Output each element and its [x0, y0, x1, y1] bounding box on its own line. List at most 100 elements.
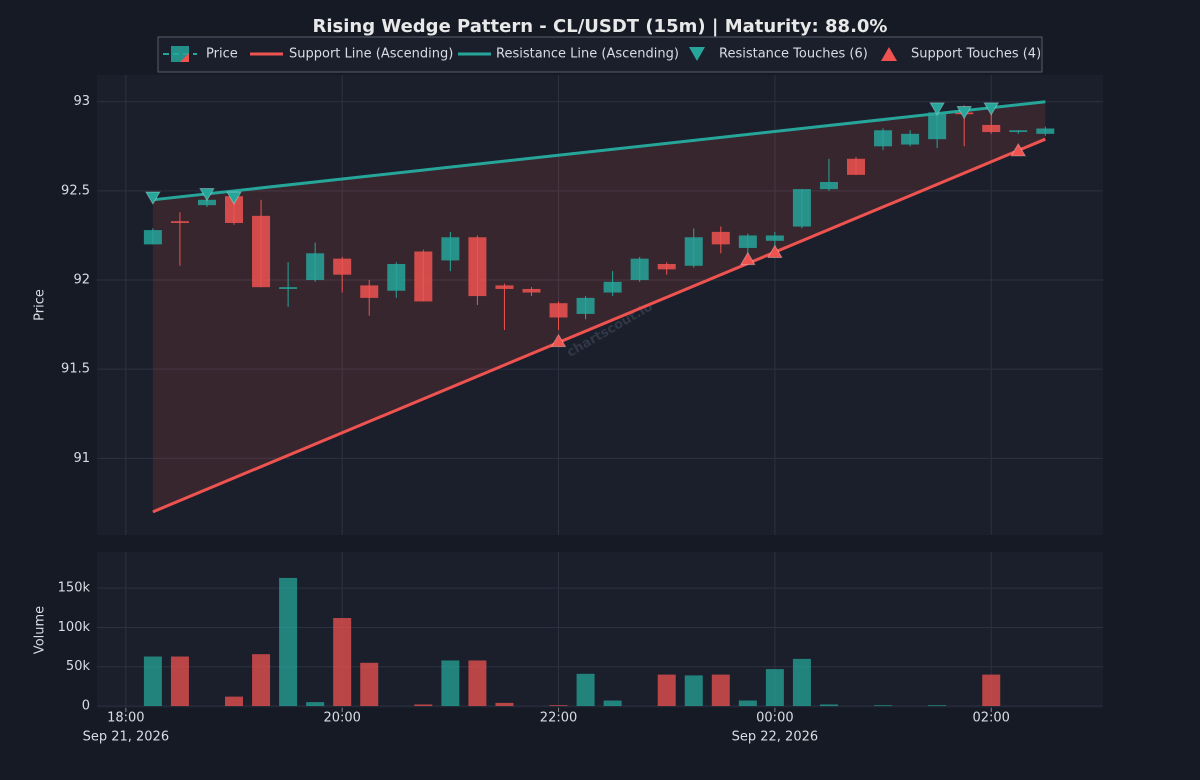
y-tick-label: 50k — [66, 659, 91, 674]
candle-body — [765, 235, 784, 241]
candle-body — [279, 287, 298, 289]
touch-marker — [767, 244, 783, 259]
candle-body — [928, 112, 947, 140]
volume-bar — [657, 674, 676, 707]
volume-bar — [495, 702, 514, 707]
legend-label: Support Touches (4) — [911, 47, 1041, 62]
legend-icon — [689, 47, 705, 61]
candle-body — [306, 253, 325, 281]
chart-title: Rising Wedge Pattern - CL/USDT (15m) | M… — [313, 16, 888, 37]
volume-bar — [549, 705, 568, 707]
candle-body — [657, 263, 676, 270]
candle-body — [684, 237, 703, 266]
legend-label: Price — [206, 47, 238, 62]
candle-body — [414, 251, 433, 302]
candle-body — [1036, 128, 1055, 134]
x-tick-sublabel: Sep 21, 2026 — [83, 730, 170, 745]
x-tick-label: 18:00 — [107, 711, 144, 726]
candle-body — [576, 297, 595, 314]
x-tick-label: 20:00 — [323, 711, 360, 726]
touch-marker — [199, 187, 215, 202]
candle-body — [1009, 130, 1028, 133]
y-tick-label: 93 — [73, 94, 90, 109]
candle-body — [847, 158, 866, 175]
y-tick-label: 92 — [73, 273, 90, 288]
candle-body — [441, 237, 460, 261]
volume-bar — [738, 700, 757, 707]
touch-marker — [983, 102, 1000, 116]
trend-line — [152, 100, 1046, 202]
touch-marker — [550, 333, 567, 348]
y-axis-label: Price — [33, 289, 48, 321]
candle-body — [468, 237, 487, 297]
volume-bar — [170, 656, 189, 707]
volume-panel — [97, 552, 1103, 708]
legend-label: Resistance Line (Ascending) — [496, 47, 679, 62]
candle-body — [819, 181, 838, 190]
y-axis-label: Volume — [33, 606, 48, 654]
volume-bar — [711, 674, 730, 707]
candle-body — [197, 199, 216, 206]
volume-bar — [792, 658, 811, 707]
candle-body — [495, 285, 514, 289]
touch-marker — [226, 191, 242, 206]
volume-bar — [982, 674, 1001, 707]
candle-body — [549, 303, 568, 318]
volume-bar — [468, 660, 487, 707]
x-tick-label: 00:00 — [756, 711, 793, 726]
y-tick-label: 0 — [82, 699, 90, 714]
candle-body — [225, 196, 244, 223]
volume-bar — [143, 656, 162, 707]
volume-bar — [928, 705, 947, 707]
candle-body — [360, 285, 379, 298]
y-tick-label: 91.5 — [61, 362, 90, 377]
volume-bar — [279, 577, 298, 707]
volume-bar — [306, 702, 325, 707]
candle-body — [387, 263, 406, 291]
candle-body — [143, 230, 162, 245]
legend-label: Resistance Touches (6) — [719, 47, 868, 62]
candle-body — [874, 130, 893, 147]
legend-icon — [881, 47, 897, 61]
legend-label: Support Line (Ascending) — [289, 47, 453, 62]
volume-bar — [874, 705, 893, 707]
volume-bar — [684, 675, 703, 707]
volume-bar — [414, 704, 433, 707]
candle-body — [603, 281, 622, 293]
volume-bar — [333, 618, 352, 707]
wedge-fill — [152, 101, 1046, 512]
candle-body — [901, 133, 920, 145]
x-tick-label: 22:00 — [540, 711, 577, 726]
touch-marker — [929, 102, 946, 116]
candle-body — [982, 124, 1001, 133]
candle-body — [630, 258, 649, 281]
y-tick-label: 92.5 — [61, 183, 90, 198]
volume-bar — [765, 669, 784, 707]
candle-body — [738, 235, 757, 248]
legend — [157, 36, 1043, 73]
volume-bar — [603, 700, 622, 707]
volume-bar — [819, 704, 838, 707]
volume-bar — [252, 654, 271, 707]
volume-bar — [441, 660, 460, 707]
candle-body — [711, 231, 730, 245]
y-tick-label: 150k — [58, 581, 91, 596]
volume-bar — [576, 673, 595, 707]
y-tick-label: 100k — [58, 620, 91, 635]
candle-body — [333, 258, 352, 275]
x-tick-sublabel: Sep 22, 2026 — [732, 730, 819, 745]
touch-marker — [739, 251, 756, 266]
candle-body — [522, 288, 541, 293]
y-tick-label: 91 — [73, 451, 90, 466]
volume-bar — [360, 662, 379, 707]
x-tick-label: 02:00 — [972, 711, 1009, 726]
candle-body — [170, 221, 189, 223]
touch-marker — [145, 191, 161, 206]
volume-bar — [225, 696, 244, 707]
touch-marker — [956, 105, 973, 120]
legend-icon — [180, 53, 189, 62]
trend-line — [152, 137, 1046, 514]
